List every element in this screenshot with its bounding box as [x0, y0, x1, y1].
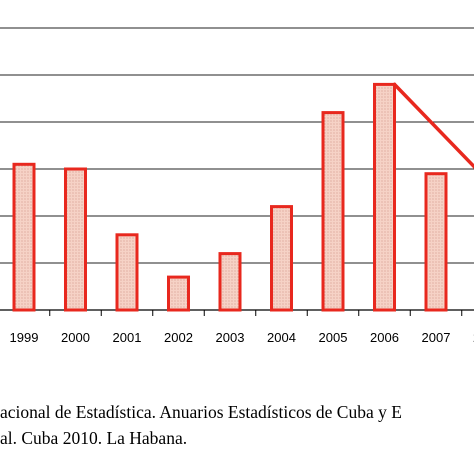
trend-line-layer — [392, 82, 474, 170]
bar-2007 — [424, 172, 448, 312]
bar-2000 — [64, 167, 87, 312]
bar-2004 — [270, 205, 293, 312]
bar-1999 — [12, 162, 36, 312]
source-note-line-1: acional de Estadística. Anuarios Estadís… — [0, 402, 402, 422]
trend-line — [392, 82, 474, 170]
bar-2005 — [321, 111, 345, 312]
x-tick-label-2005: 2005 — [319, 330, 348, 345]
x-axis-labels: 1999200020012002200320042005200620072008 — [10, 330, 474, 345]
x-tick-label-2001: 2001 — [113, 330, 142, 345]
source-note-line-2: al. Cuba 2010. La Habana. — [0, 428, 188, 448]
bars — [12, 82, 448, 312]
x-tick-label-2003: 2003 — [216, 330, 245, 345]
x-tick-label-1999: 1999 — [10, 330, 39, 345]
x-tick-label-2000: 2000 — [61, 330, 90, 345]
x-tick-label-2006: 2006 — [370, 330, 399, 345]
bar-2003 — [218, 252, 242, 312]
bar-2001 — [115, 233, 139, 312]
bar-2002 — [167, 275, 190, 312]
bar-2006 — [373, 82, 396, 312]
x-tick-label-2004: 2004 — [267, 330, 296, 345]
x-tick-label-2002: 2002 — [164, 330, 193, 345]
x-tick-label-2007: 2007 — [422, 330, 451, 345]
